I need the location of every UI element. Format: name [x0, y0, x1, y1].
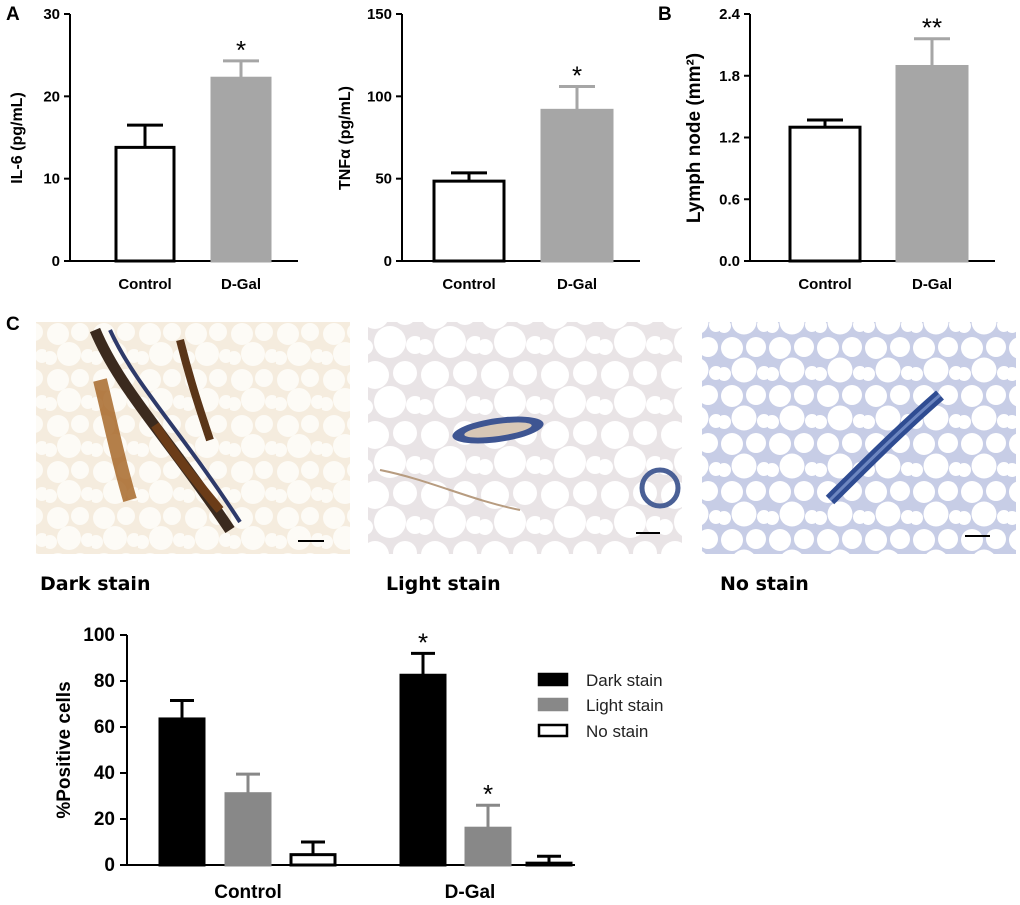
lymph-y-tick-label: 0.6 [719, 191, 740, 208]
caption-light-stain: Light stain [386, 573, 501, 595]
lymph-node-chart: 0.0 0.6 1.2 1.8 2.4 Lymph node (mm²) Control **… [684, 6, 995, 293]
tnfa-bar [432, 179, 506, 263]
positive-bar [224, 792, 272, 867]
positive-y-tick-label: 20 [94, 809, 115, 830]
lymph-y-tick-label: 0.0 [719, 253, 740, 270]
tnfa-y-tick-label: 100 [367, 88, 392, 105]
legend-swatch [537, 672, 569, 687]
tnfa-y-tick-label: 0 [384, 253, 392, 270]
panel-letter-a: A [6, 4, 20, 25]
lymph-category-label: Control [798, 276, 851, 293]
il6-category-label: Control [118, 276, 171, 293]
lymph-bar [895, 64, 969, 263]
panel-letter-c: C [6, 314, 20, 335]
positive-y-tick-label: 60 [94, 717, 115, 738]
positive-bar [525, 861, 573, 867]
histology-dark-image [36, 322, 350, 554]
positive-significance: * [483, 779, 493, 809]
tnfa-category-label: Control [442, 276, 495, 293]
histology-light-image [368, 322, 682, 554]
il6-y-tick-label: 20 [43, 88, 60, 105]
tnfa-significance: * [572, 60, 582, 90]
positive-y-tick-label: 40 [94, 763, 115, 784]
tnfa-y-tick-label: 150 [367, 6, 392, 23]
tnfa-bar [540, 108, 614, 263]
positive-bar [399, 673, 447, 867]
lymph-significance: ** [922, 13, 942, 43]
tnfa-y-axis-label: TNFα (pg/mL) [337, 86, 354, 190]
positive-y-tick-label: 80 [94, 671, 115, 692]
lymph-y-tick-label: 2.4 [719, 6, 741, 23]
il6-category-label: D-Gal [221, 276, 261, 293]
il6-bar [114, 145, 176, 263]
positive-y-axis-label: %Positive cells [54, 681, 75, 818]
il6-bar [210, 76, 272, 263]
legend-swatch [537, 723, 569, 738]
il6-chart: 0 10 20 30 IL-6 (pg/mL) Control * D-Gal [9, 6, 298, 293]
lymph-y-axis-label: Lymph node (mm²) [684, 53, 705, 223]
il6-y-tick-label: 30 [43, 6, 60, 23]
positive-category-label: Control [214, 882, 282, 903]
lymph-bar [788, 125, 862, 263]
caption-no-stain: No stain [720, 573, 809, 595]
il6-y-axis-label: IL-6 (pg/mL) [9, 92, 26, 184]
lymph-y-tick-label: 1.8 [719, 68, 740, 85]
legend-swatch [537, 697, 569, 712]
lymph-y-tick-label: 1.2 [719, 130, 740, 147]
histology-no-stain-image [702, 322, 1016, 554]
il6-significance: * [236, 35, 246, 65]
positive-bar [158, 717, 206, 867]
lymph-category-label: D-Gal [912, 276, 952, 293]
tnfa-chart: 0 50 100 150 TNFα (pg/mL) Control * D-Gal [337, 6, 640, 293]
il6-y-tick-label: 10 [43, 171, 60, 188]
positive-y-tick-label: 100 [83, 625, 115, 646]
positive-category-label: D-Gal [445, 882, 496, 903]
caption-dark-stain: Dark stain [40, 573, 150, 595]
legend-label: Light stain [586, 696, 664, 715]
panel-letter-b: B [658, 4, 672, 25]
positive-y-tick-label: 0 [104, 855, 115, 876]
legend-label: No stain [586, 722, 648, 741]
il6-y-tick-label: 0 [52, 253, 60, 270]
positive-cells-chart: 0 20 40 60 80 100 %Positive cells * * Control D-Ga… [54, 625, 664, 903]
tnfa-category-label: D-Gal [557, 276, 597, 293]
positive-bar [464, 826, 512, 867]
positive-significance: * [418, 627, 428, 657]
tnfa-y-tick-label: 50 [375, 171, 392, 188]
positive-bar [289, 853, 337, 867]
legend-label: Dark stain [586, 671, 663, 690]
